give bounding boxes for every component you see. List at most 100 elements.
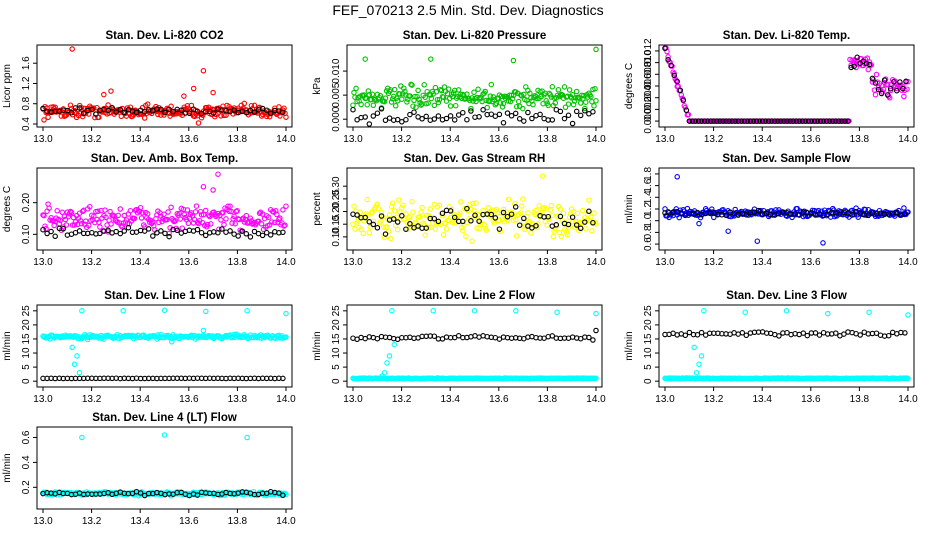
data-point (496, 217, 503, 223)
data-point (201, 109, 208, 116)
data-point (501, 218, 508, 225)
data-point (145, 226, 152, 232)
data-point (555, 87, 562, 93)
data-point (885, 332, 892, 339)
y-axis-label: ml/min (624, 331, 635, 360)
data-point (533, 207, 539, 214)
data-point (68, 209, 75, 216)
data-point (362, 114, 368, 120)
data-point (120, 308, 126, 314)
data-point (231, 107, 237, 113)
y-tick-label: 1.0 (643, 213, 654, 227)
data-point (545, 102, 551, 109)
data-point (370, 102, 377, 109)
data-point (800, 330, 807, 336)
data-point (725, 228, 731, 234)
data-point (566, 87, 573, 93)
data-point (485, 204, 491, 211)
data-point (366, 219, 373, 225)
data-point (512, 204, 519, 210)
data-point (677, 87, 684, 94)
data-point (440, 94, 447, 100)
data-point (529, 115, 535, 122)
data-point (215, 171, 221, 177)
data-point (200, 68, 207, 74)
data-point (399, 119, 405, 125)
data-point (762, 118, 769, 124)
x-tick-label: 13.8 (850, 394, 870, 405)
data-point (435, 113, 442, 119)
data-point (45, 114, 51, 121)
data-point (742, 309, 748, 315)
chart-panel: Stan. Dev. Line 2 Flow ml/min 13.0 13.2 13.4… (312, 290, 606, 405)
data-point (529, 225, 535, 231)
data-point (76, 105, 83, 111)
data-point (418, 102, 424, 108)
data-point (500, 206, 507, 213)
data-point (141, 228, 148, 234)
data-point (769, 118, 775, 124)
y-tick-label: 0.8 (21, 96, 32, 110)
data-point (69, 222, 76, 228)
y-tick-label: 0.25 (331, 189, 342, 209)
data-point (161, 211, 167, 218)
data-point (519, 203, 525, 209)
x-tick-label: 13.0 (33, 516, 53, 527)
data-point (354, 212, 360, 218)
data-point (149, 110, 155, 117)
data-point (403, 116, 409, 123)
panel-title: Stan. Dev. Gas Stream RH (404, 153, 546, 165)
data-point (671, 70, 677, 77)
data-point (447, 208, 454, 214)
data-point (557, 206, 564, 212)
data-point (358, 101, 364, 108)
data-point (375, 205, 382, 212)
data-point (521, 91, 527, 98)
data-point (875, 86, 882, 93)
data-point (432, 226, 439, 232)
data-point (510, 217, 517, 223)
data-point (392, 103, 399, 109)
data-point (353, 85, 359, 92)
page-title: FEF_070213 2.5 Min. Std. Dev. Diagnostic… (332, 2, 604, 18)
data-point (685, 111, 692, 118)
data-point (701, 118, 708, 124)
data-point (391, 341, 398, 348)
data-point (711, 118, 717, 124)
x-tick-label: 13.4 (752, 257, 772, 268)
data-point (694, 332, 701, 338)
data-point (259, 232, 266, 239)
data-point (427, 206, 434, 212)
data-point (411, 109, 417, 115)
x-tick-label: 14.0 (586, 134, 606, 145)
data-point (386, 212, 393, 218)
y-tick-label: 1.4 (643, 190, 654, 204)
data-point (185, 220, 192, 227)
data-point (735, 118, 741, 124)
data-point (549, 333, 556, 339)
data-point (79, 434, 85, 441)
data-point (409, 198, 415, 205)
data-point (558, 233, 565, 240)
data-point (536, 203, 542, 209)
data-point (381, 234, 388, 240)
data-point (176, 210, 182, 217)
data-point (439, 213, 446, 219)
data-point (665, 56, 671, 63)
data-point (410, 209, 416, 215)
y-tick-label: 0.010 (331, 58, 342, 83)
data-point (765, 118, 772, 124)
y-axis-label: degrees C (624, 63, 635, 109)
data-point (168, 204, 174, 211)
data-point (463, 233, 469, 239)
data-point (738, 118, 745, 124)
data-point (559, 92, 566, 98)
data-point (280, 109, 286, 115)
data-point (521, 118, 527, 124)
data-point (200, 327, 207, 334)
data-point (862, 206, 869, 213)
data-point (431, 116, 438, 122)
data-point (93, 208, 99, 215)
data-point (412, 93, 418, 100)
x-tick-label: 14.0 (898, 394, 918, 405)
